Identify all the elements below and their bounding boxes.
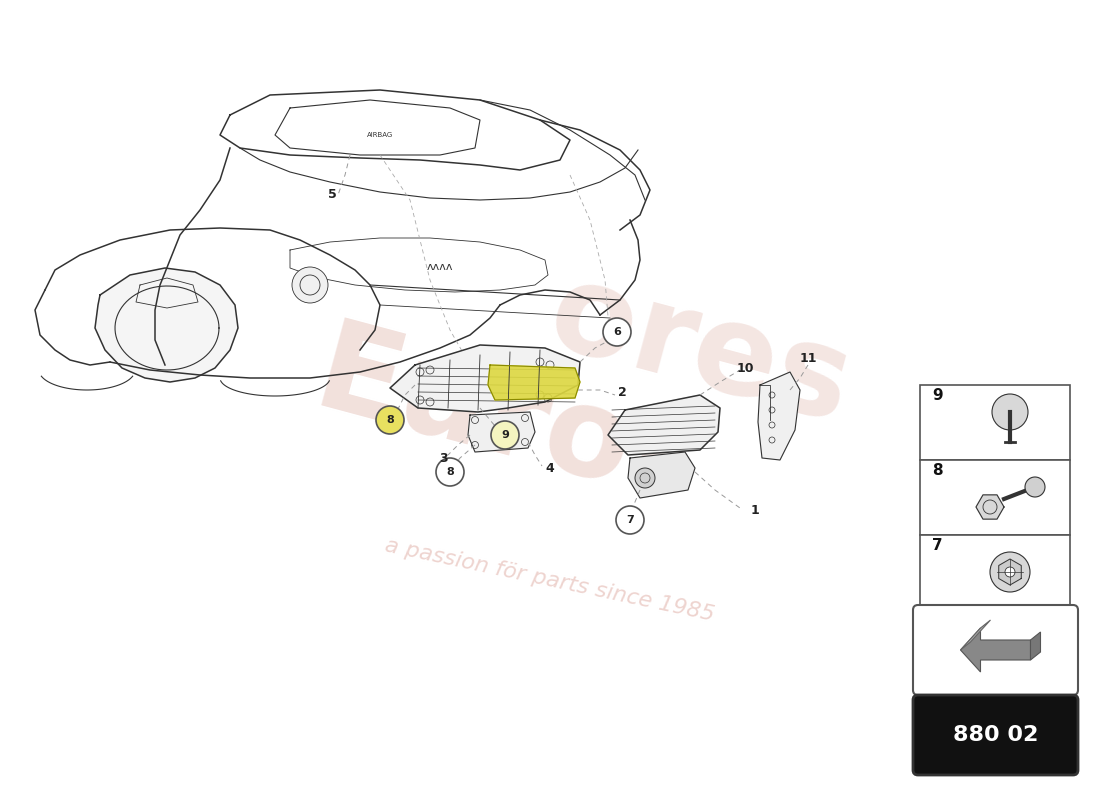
Text: 3: 3 [440, 451, 449, 465]
Circle shape [491, 421, 519, 449]
Polygon shape [960, 620, 990, 650]
Circle shape [1005, 567, 1015, 577]
Text: ᴧᴧᴧᴧ: ᴧᴧᴧᴧ [427, 262, 453, 272]
Polygon shape [628, 452, 695, 498]
Text: 7: 7 [932, 538, 943, 553]
Polygon shape [488, 365, 580, 400]
Text: 10: 10 [736, 362, 754, 374]
Text: AIRBAG: AIRBAG [367, 132, 393, 138]
Text: 5: 5 [328, 189, 337, 202]
Circle shape [292, 267, 328, 303]
Circle shape [1025, 477, 1045, 497]
Circle shape [603, 318, 631, 346]
Polygon shape [1031, 632, 1041, 660]
Text: 6: 6 [932, 613, 943, 628]
Circle shape [376, 406, 404, 434]
Text: 11: 11 [800, 351, 816, 365]
Polygon shape [95, 268, 238, 382]
Text: 9: 9 [932, 388, 943, 403]
Bar [920, 610, 1070, 685]
Polygon shape [999, 559, 1021, 585]
Text: 8: 8 [386, 415, 394, 425]
Bar [920, 385, 1070, 460]
Polygon shape [390, 345, 580, 412]
Text: ores: ores [537, 252, 864, 448]
Polygon shape [758, 372, 800, 460]
Polygon shape [468, 412, 535, 452]
Text: 7: 7 [626, 515, 634, 525]
Text: Eurof: Eurof [302, 313, 697, 527]
Circle shape [616, 506, 644, 534]
Bar [920, 535, 1070, 610]
Bar [920, 460, 1070, 535]
Text: 2: 2 [617, 386, 626, 398]
Circle shape [992, 394, 1028, 430]
Polygon shape [976, 495, 1004, 519]
FancyBboxPatch shape [913, 605, 1078, 695]
Text: a passion för parts since 1985: a passion för parts since 1985 [384, 535, 716, 625]
Circle shape [635, 468, 654, 488]
Polygon shape [608, 395, 720, 455]
FancyBboxPatch shape [913, 695, 1078, 775]
Circle shape [978, 649, 998, 669]
Text: 880 02: 880 02 [953, 725, 1038, 745]
Text: 6: 6 [613, 327, 620, 337]
Polygon shape [960, 628, 1031, 672]
Text: 4: 4 [546, 462, 554, 474]
Text: 8: 8 [932, 463, 943, 478]
Text: 1: 1 [750, 503, 759, 517]
Circle shape [436, 458, 464, 486]
Text: 9: 9 [502, 430, 509, 440]
Circle shape [990, 552, 1030, 592]
Text: 8: 8 [447, 467, 454, 477]
